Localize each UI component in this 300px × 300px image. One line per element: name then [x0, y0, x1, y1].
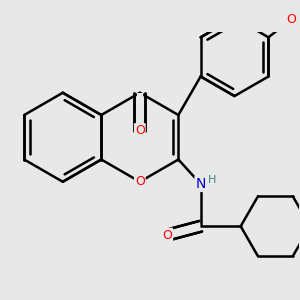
Text: O: O [135, 124, 145, 137]
Text: N: N [195, 177, 206, 191]
Text: H: H [208, 176, 217, 185]
Text: O: O [135, 175, 145, 188]
Text: O: O [162, 229, 172, 242]
Text: O: O [287, 13, 296, 26]
